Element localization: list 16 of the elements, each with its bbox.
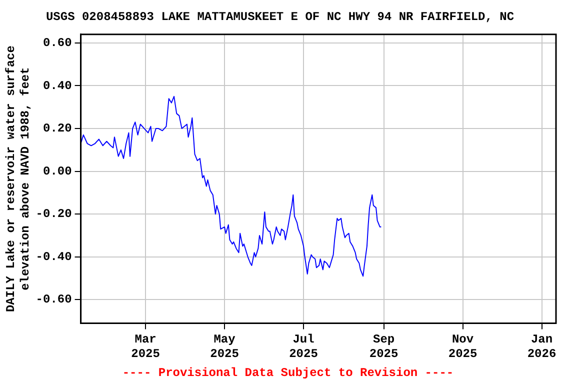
y-tick-label: -0.40	[36, 250, 72, 264]
y-tick-label: -0.20	[36, 207, 72, 222]
x-tick-label: Jan 2026	[527, 332, 556, 361]
y-axis-title: DAILY Lake or reservoir water surface elevation above NAVD 1988, feet	[4, 46, 33, 312]
y-tick-label: 0.60	[42, 36, 72, 50]
y-tick-label: 0.40	[42, 78, 72, 93]
x-tick-label: Sep 2025	[369, 332, 398, 361]
y-tick-label: 0.20	[42, 122, 72, 136]
y-tick-label: 0.00	[42, 164, 72, 178]
x-tick-label: May 2025	[210, 332, 239, 361]
text: ---- Provisional Data Subject to Revision ----	[121, 366, 455, 380]
x-tick-label: Mar 2025	[131, 332, 160, 361]
x-tick-label: Nov 2025	[448, 332, 478, 361]
x-tick-label: Jul 2025	[289, 332, 318, 361]
chart-title: USGS 0208458893 LAKE MATTAMUSKEET E OF NC HWY 94 NR FAIRFIELD, NC	[46, 10, 514, 24]
y-tick-label: -0.60	[36, 292, 72, 307]
